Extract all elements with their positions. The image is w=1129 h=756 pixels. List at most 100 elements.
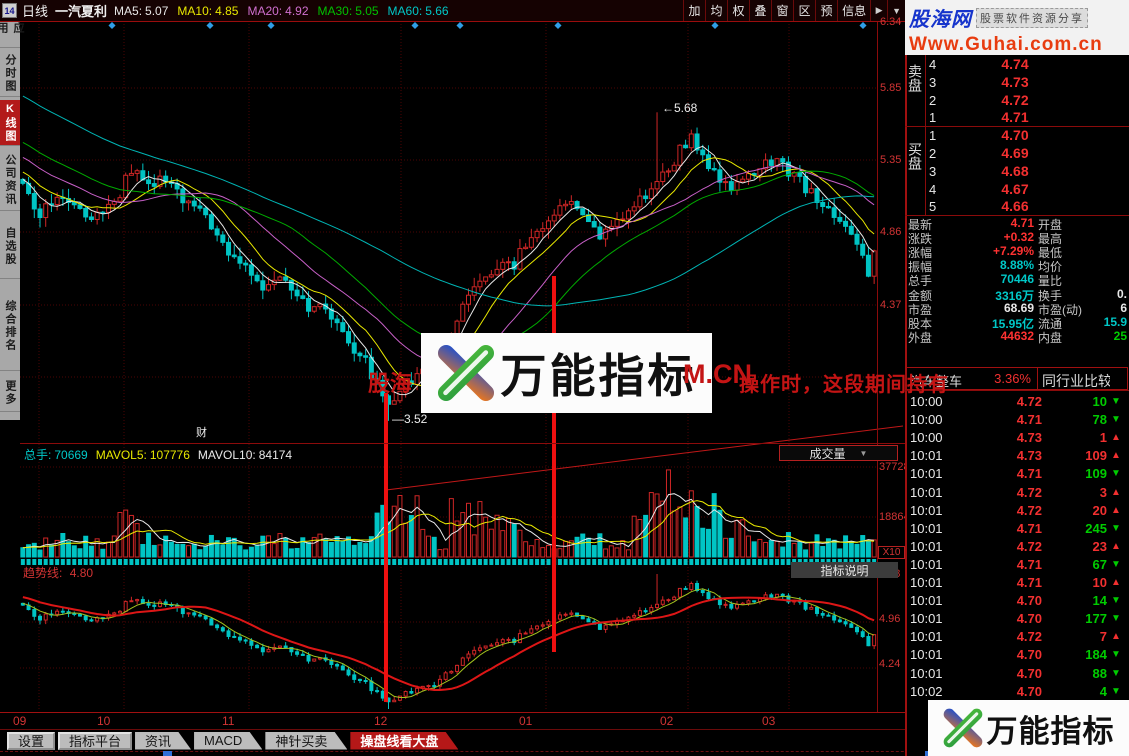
tick-price: 4.72	[1016, 538, 1042, 554]
stock-name[interactable]: 一汽夏利	[55, 4, 108, 19]
sell-row[interactable]: 1 4.71	[905, 108, 1129, 126]
tab-2[interactable]: 指标平台	[58, 731, 133, 750]
volume-axis-label: 18864	[879, 511, 910, 523]
toolbar-dropdown-icon[interactable]: ▼	[887, 0, 905, 21]
sell-row[interactable]: 2 4.72	[905, 91, 1129, 109]
sell-row[interactable]: 4 4.74	[905, 55, 1129, 73]
toolbar-button-4[interactable]: 叠	[749, 0, 771, 21]
tick-volume: 78	[1092, 412, 1107, 428]
brand-url[interactable]: Www.Guhai.com.cn	[909, 34, 1103, 55]
tick-volume: 3	[1099, 484, 1107, 500]
tick-row[interactable]: 10:00 4.71 78 ▼	[905, 410, 1129, 428]
buy-price: 4.67	[1001, 180, 1029, 197]
volume-header: 总手: 70669 MAVOL5: 107776 MAVOL10: 84174	[24, 446, 300, 463]
buy-row[interactable]: 3 4.68	[905, 162, 1129, 180]
sidebar-item-2[interactable]: 分时图	[0, 50, 20, 97]
tab-5[interactable]: 神针买卖	[265, 732, 347, 750]
sell-buy-divider	[905, 126, 1129, 127]
tab-1[interactable]: 设置	[7, 731, 56, 750]
tick-row[interactable]: 10:01 4.72 7 ▲	[905, 627, 1129, 645]
sidebar-item-3[interactable]: K线图	[0, 100, 20, 146]
brand-banner-top[interactable]: 股海网 股票软件资源分享 Www.Guhai.com.cn	[905, 0, 1129, 55]
tick-row[interactable]: 10:01 4.70 14 ▼	[905, 591, 1129, 609]
indicator-selector[interactable]: 成交量 ▼	[779, 445, 898, 461]
tick-row[interactable]: 10:00 4.72 10 ▼	[905, 392, 1129, 410]
buy-price: 4.66	[1001, 198, 1029, 215]
sell-row[interactable]: 3 4.73	[905, 73, 1129, 91]
toolbar-button-7[interactable]: 预	[815, 0, 837, 21]
kline-chart-canvas[interactable]	[20, 22, 905, 712]
tick-price: 4.70	[1016, 683, 1042, 699]
tick-down-icon: ▼	[1111, 613, 1121, 625]
tick-list-divider	[905, 390, 1129, 391]
tick-volume: 10	[1092, 394, 1107, 409]
info-label-left: 金额	[908, 288, 933, 303]
next-page-icon[interactable]: ▶	[870, 0, 887, 21]
tick-row[interactable]: 10:01 4.70 184 ▼	[905, 645, 1129, 663]
toolbar-button-1[interactable]: 加	[683, 0, 705, 21]
app-icon[interactable]: 14	[2, 3, 17, 18]
toolbar-button-2[interactable]: 均	[705, 0, 727, 21]
industry-row[interactable]: 汽车整车 3.36% 同行业比较	[905, 367, 1128, 390]
brand-banner-bottom[interactable]: 万能指标	[928, 700, 1129, 756]
info-label-left: 外盘	[908, 330, 933, 345]
tick-time: 10:01	[910, 538, 943, 554]
ma-item-5: MA60: 5.66	[388, 4, 449, 18]
price-axis-label: 4.37	[880, 299, 902, 311]
info-value-right: 15.9	[1103, 314, 1127, 329]
tick-row[interactable]: 10:01 4.70 177 ▼	[905, 609, 1129, 627]
tick-row[interactable]: 10:01 4.71 109 ▼	[905, 464, 1129, 482]
tab-4[interactable]: MACD	[194, 732, 262, 750]
tick-row[interactable]: 10:01 4.73 109 ▲	[905, 446, 1129, 464]
buy-row[interactable]: 2 4.69	[905, 144, 1129, 162]
sidebar-item-5[interactable]: 自选股	[0, 214, 20, 279]
tick-volume: 184	[1085, 647, 1107, 663]
tick-row[interactable]: 10:01 4.70 88 ▼	[905, 664, 1129, 682]
tick-volume: 177	[1085, 611, 1107, 627]
tab-6[interactable]: 操盘线看大盘	[350, 732, 458, 750]
brand-name: 股海网	[909, 9, 972, 31]
buy-row[interactable]: 5 4.66	[905, 197, 1129, 215]
volume-multiplier-badge: X10	[878, 546, 905, 559]
tick-row[interactable]: 10:00 4.73 1 ▲	[905, 428, 1129, 446]
x-axis-label: 10	[97, 714, 111, 728]
tick-row[interactable]: 10:01 4.71 10 ▲	[905, 573, 1129, 591]
buy-side-label: 买盘	[907, 142, 923, 170]
buy-level: 2	[929, 146, 937, 161]
tick-row[interactable]: 10:01 4.72 23 ▲	[905, 537, 1129, 555]
toolbar-button-3[interactable]: 权	[727, 0, 749, 21]
tick-row[interactable]: 10:01 4.71 245 ▼	[905, 519, 1129, 537]
tick-down-icon: ▼	[1111, 595, 1121, 607]
ma-value: 4.92	[285, 3, 309, 18]
volume-header-item: MAVOL5: 107776	[96, 448, 190, 462]
toolbar-button-5[interactable]: 窗	[771, 0, 793, 21]
info-row: 涨幅 +7.29% 最低	[905, 244, 1129, 260]
tick-up-icon: ▲	[1111, 486, 1121, 498]
tick-price: 4.73	[1016, 430, 1042, 446]
toolbar-button-8[interactable]: 信息	[837, 0, 870, 21]
quote-info-divider	[905, 215, 1129, 216]
marquee-text-right: 操作时，这段期间持有	[739, 374, 949, 396]
ma-item-3: MA20: 4.92	[247, 4, 308, 18]
buy-row[interactable]: 1 4.70	[905, 126, 1129, 144]
sidebar-item-1[interactable]: 应用	[0, 22, 24, 48]
watermark-brand: 万能指标	[500, 350, 697, 402]
tab-3[interactable]: 资讯	[135, 732, 191, 750]
brand-tagline: 股票软件资源分享	[976, 7, 1088, 28]
sidebar-item-4[interactable]: 公司资讯	[0, 149, 20, 211]
period-label[interactable]: 日线	[22, 4, 49, 19]
sidebar-item-6[interactable]: 综合排名	[0, 282, 20, 371]
tick-row[interactable]: 10:01 4.71 67 ▼	[905, 555, 1129, 573]
tick-row[interactable]: 10:02 4.70 4 ▼	[905, 682, 1129, 700]
buy-row[interactable]: 4 4.67	[905, 180, 1129, 198]
tick-row[interactable]: 10:01 4.72 3 ▲	[905, 483, 1129, 501]
toolbar-button-6[interactable]: 区	[793, 0, 815, 21]
tick-volume: 20	[1092, 502, 1107, 518]
tick-row[interactable]: 10:01 4.72 20 ▲	[905, 501, 1129, 519]
sidebar-item-7[interactable]: 更多	[0, 374, 20, 412]
indicator-help-button[interactable]: 指标说明	[791, 562, 898, 578]
info-label-left: 股本	[908, 316, 933, 331]
info-label-right: 流通	[1038, 316, 1063, 331]
industry-compare-link[interactable]: 同行业比较	[1042, 373, 1110, 389]
info-row: 市盈 68.69 市盈(动) 6	[905, 301, 1129, 317]
